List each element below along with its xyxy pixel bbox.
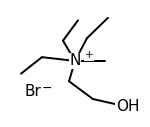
- Text: OH: OH: [116, 99, 139, 114]
- Text: +: +: [85, 50, 94, 60]
- Text: N: N: [69, 53, 81, 68]
- Text: −: −: [41, 82, 52, 95]
- Text: Br: Br: [25, 84, 41, 99]
